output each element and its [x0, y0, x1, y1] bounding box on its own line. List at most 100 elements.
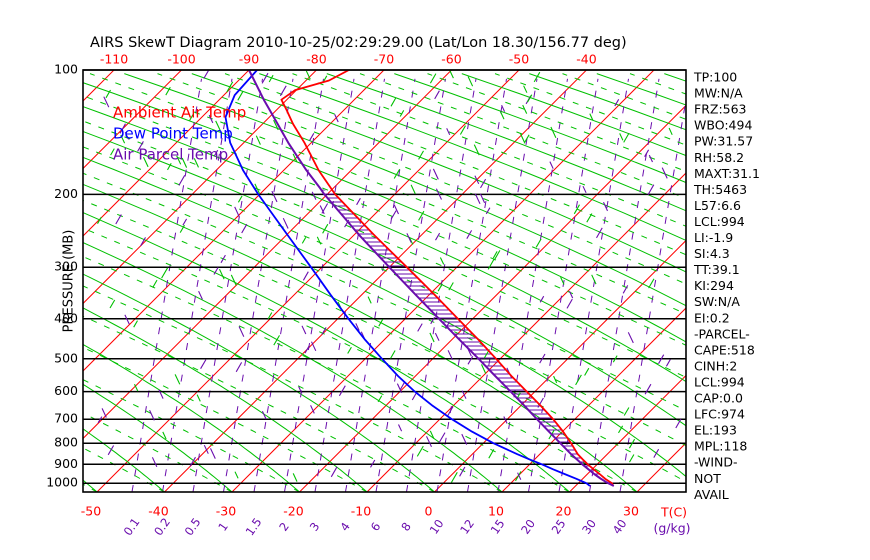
grid-tick-mark	[356, 197, 361, 206]
grid-tick-mark	[560, 276, 565, 285]
grid-tick-mark	[355, 323, 360, 331]
index-sw: SW:N/A	[694, 294, 740, 309]
saturation-mixing-line	[83, 199, 686, 483]
bottom-temp-tick-label: 0	[425, 504, 433, 519]
isotherm	[83, 70, 250, 237]
grid-tick-mark	[614, 99, 620, 107]
moist-adiabat	[0, 74, 30, 492]
cape-shading	[320, 188, 601, 479]
mixing-ratio-line	[253, 78, 324, 492]
grid-tick-mark	[115, 214, 122, 225]
grid-tick-mark	[109, 299, 116, 309]
saturation-mixing-line	[83, 285, 503, 492]
mixing-ratio-line	[619, 96, 686, 492]
moist-adiabat	[799, 74, 870, 492]
isotherm	[231, 70, 655, 492]
top-temp-tick-label: -100	[167, 52, 195, 67]
saturation-mixing-line	[427, 73, 686, 173]
grid-tick-mark	[647, 184, 655, 195]
grid-tick-mark	[237, 91, 244, 101]
grid-tick-mark	[261, 410, 267, 420]
grid-tick-mark	[235, 362, 243, 373]
page-title: AIRS SkewT Diagram 2010-10-25/02:29:29.0…	[90, 35, 627, 51]
grid-tick-mark	[622, 285, 629, 294]
saturation-mixing-line	[157, 73, 686, 285]
mixing-ratio-tick-label: 0.2	[151, 515, 173, 538]
pressure-tick-label: 400	[54, 310, 78, 325]
pressure-tick-label: 900	[54, 456, 78, 471]
grid-tick-mark	[539, 353, 546, 364]
index-maxt: MAXT:31.1	[694, 166, 760, 181]
index-rh: RH:58.2	[694, 150, 744, 165]
grid-tick-mark	[319, 205, 325, 215]
mixing-ratio-tick-label: 40	[610, 517, 630, 537]
grid-tick-mark	[162, 431, 167, 440]
plot-frame	[82, 69, 687, 493]
x-axis-title-temp: T(C)	[660, 505, 687, 520]
grid-tick-mark	[161, 267, 169, 279]
grid-tick-mark	[110, 148, 115, 156]
grid-tick-mark	[390, 97, 397, 107]
isotherm	[83, 70, 452, 440]
grid-tick-mark	[566, 298, 573, 309]
pressure-axis-labels: 100 200 300 400 500 600 700 800 900 1000	[46, 62, 78, 490]
grid-tick-mark	[179, 224, 185, 233]
grid-tick-mark	[533, 71, 541, 83]
grid-tick-mark	[237, 195, 243, 203]
grid-tick-mark	[623, 407, 630, 416]
saturation-mixing-line	[0, 74, 30, 492]
mixing-ratio-line	[467, 78, 538, 492]
isotherm	[0, 70, 47, 492]
grid-tick-mark	[644, 149, 650, 157]
grid-tick-mark	[390, 350, 396, 359]
grid-tick-mark	[167, 163, 172, 171]
grid-tick-mark	[215, 120, 221, 131]
grid-tick-mark	[267, 312, 273, 320]
grid-tick-mark	[322, 223, 329, 234]
grid-tick-mark	[143, 156, 149, 168]
grid-tick-mark	[474, 193, 481, 205]
grid-tick-mark	[479, 193, 486, 204]
index-tp: TP:100	[693, 70, 737, 85]
legend-item-2: Dew Point Temp	[113, 125, 233, 143]
moist-adiabat	[124, 73, 686, 307]
bottom-temp-tick-label: -50	[81, 504, 101, 519]
grid-tick-mark	[628, 438, 636, 449]
mixing-ratio-tick-label: 10	[427, 517, 447, 537]
saturation-mixing-line	[83, 379, 300, 492]
saturation-mixing-line	[83, 315, 435, 492]
grid-tick-mark	[653, 448, 660, 458]
grid-tick-mark	[273, 335, 280, 346]
grid-tick-mark	[213, 267, 219, 275]
mixing-ratio-tick-label: 1.5	[243, 515, 265, 538]
bottom-temp-tick-label: -40	[148, 504, 168, 519]
grid-tick-mark	[200, 359, 207, 369]
grid-tick-mark	[591, 274, 597, 285]
grid-tick-mark	[301, 325, 307, 335]
isotherm	[772, 70, 870, 492]
saturation-mixing-line	[83, 172, 686, 447]
grid-tick-mark	[437, 283, 443, 292]
saturation-mixing-line	[292, 73, 686, 227]
wind-barb-marks	[97, 70, 682, 483]
mixing-ratio-tick-label: 1	[215, 520, 231, 534]
grid-tick-mark	[429, 430, 435, 440]
pressure-tick-label: 300	[54, 259, 78, 274]
grid-tick-mark	[334, 114, 339, 123]
index-tt: TT:39.1	[693, 262, 740, 277]
grid-tick-mark	[174, 374, 181, 385]
bottom-temperature-labels: -50 -40 -30 -20 -10 0 10 20 30	[81, 504, 639, 519]
grid-tick-mark	[140, 237, 146, 247]
grid-tick-mark	[234, 471, 239, 479]
isotherm	[83, 70, 182, 170]
top-temp-tick-label: -50	[509, 52, 529, 67]
grid-tick-mark	[203, 70, 210, 79]
mixing-ratio-tick-label: 2	[276, 520, 292, 534]
index-lcl: LCL:994	[694, 214, 745, 229]
index-mw: MW:N/A	[694, 86, 743, 101]
moist-adiabat	[83, 307, 368, 492]
mixing-ratio-tick-label: 6	[368, 520, 384, 534]
grid-tick-mark	[119, 123, 126, 134]
